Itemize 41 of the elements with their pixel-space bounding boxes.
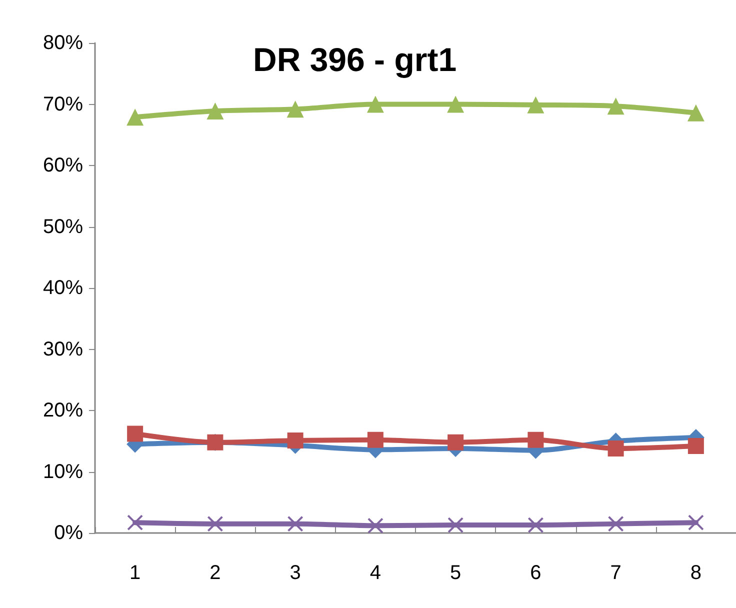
point	[607, 98, 624, 115]
point	[527, 96, 544, 114]
y-tick-label: 10%	[42, 460, 84, 483]
point	[367, 432, 384, 448]
x-tick-label: 5	[450, 562, 462, 584]
point	[127, 514, 144, 531]
point	[447, 96, 464, 113]
y-tick-label: 30%	[42, 338, 84, 360]
point	[688, 514, 704, 531]
x-tick-label: 1	[130, 562, 141, 584]
x-tick-label: 8	[690, 562, 702, 584]
point	[206, 102, 224, 120]
point	[366, 96, 384, 113]
point	[448, 517, 464, 534]
y-tick-label: 60%	[42, 154, 84, 176]
point	[528, 432, 544, 448]
x-tick-label: 4	[370, 562, 381, 584]
y-tick-label: 70%	[42, 93, 84, 116]
point	[448, 434, 464, 450]
y-tick-label: 20%	[42, 400, 84, 422]
y-tick-label: 40%	[42, 277, 84, 299]
point	[367, 518, 384, 534]
point	[207, 516, 224, 532]
point	[688, 438, 704, 454]
x-tick-label: 3	[290, 562, 301, 584]
point	[286, 100, 304, 118]
point	[528, 517, 544, 534]
x-tick-label: 6	[530, 562, 542, 584]
point	[608, 440, 624, 456]
point	[287, 432, 304, 449]
x-tick-label: 7	[610, 562, 622, 584]
point	[287, 516, 304, 532]
x-tick-label: 2	[210, 562, 221, 584]
point	[608, 516, 624, 532]
point	[127, 426, 144, 442]
y-tick-label: 50%	[42, 216, 84, 238]
point	[126, 108, 144, 126]
point	[687, 104, 704, 122]
chart-title: DR 396 - grt1	[253, 41, 457, 78]
y-tick-label: 0%	[54, 522, 84, 544]
y-tick-label: 80%	[42, 32, 84, 54]
